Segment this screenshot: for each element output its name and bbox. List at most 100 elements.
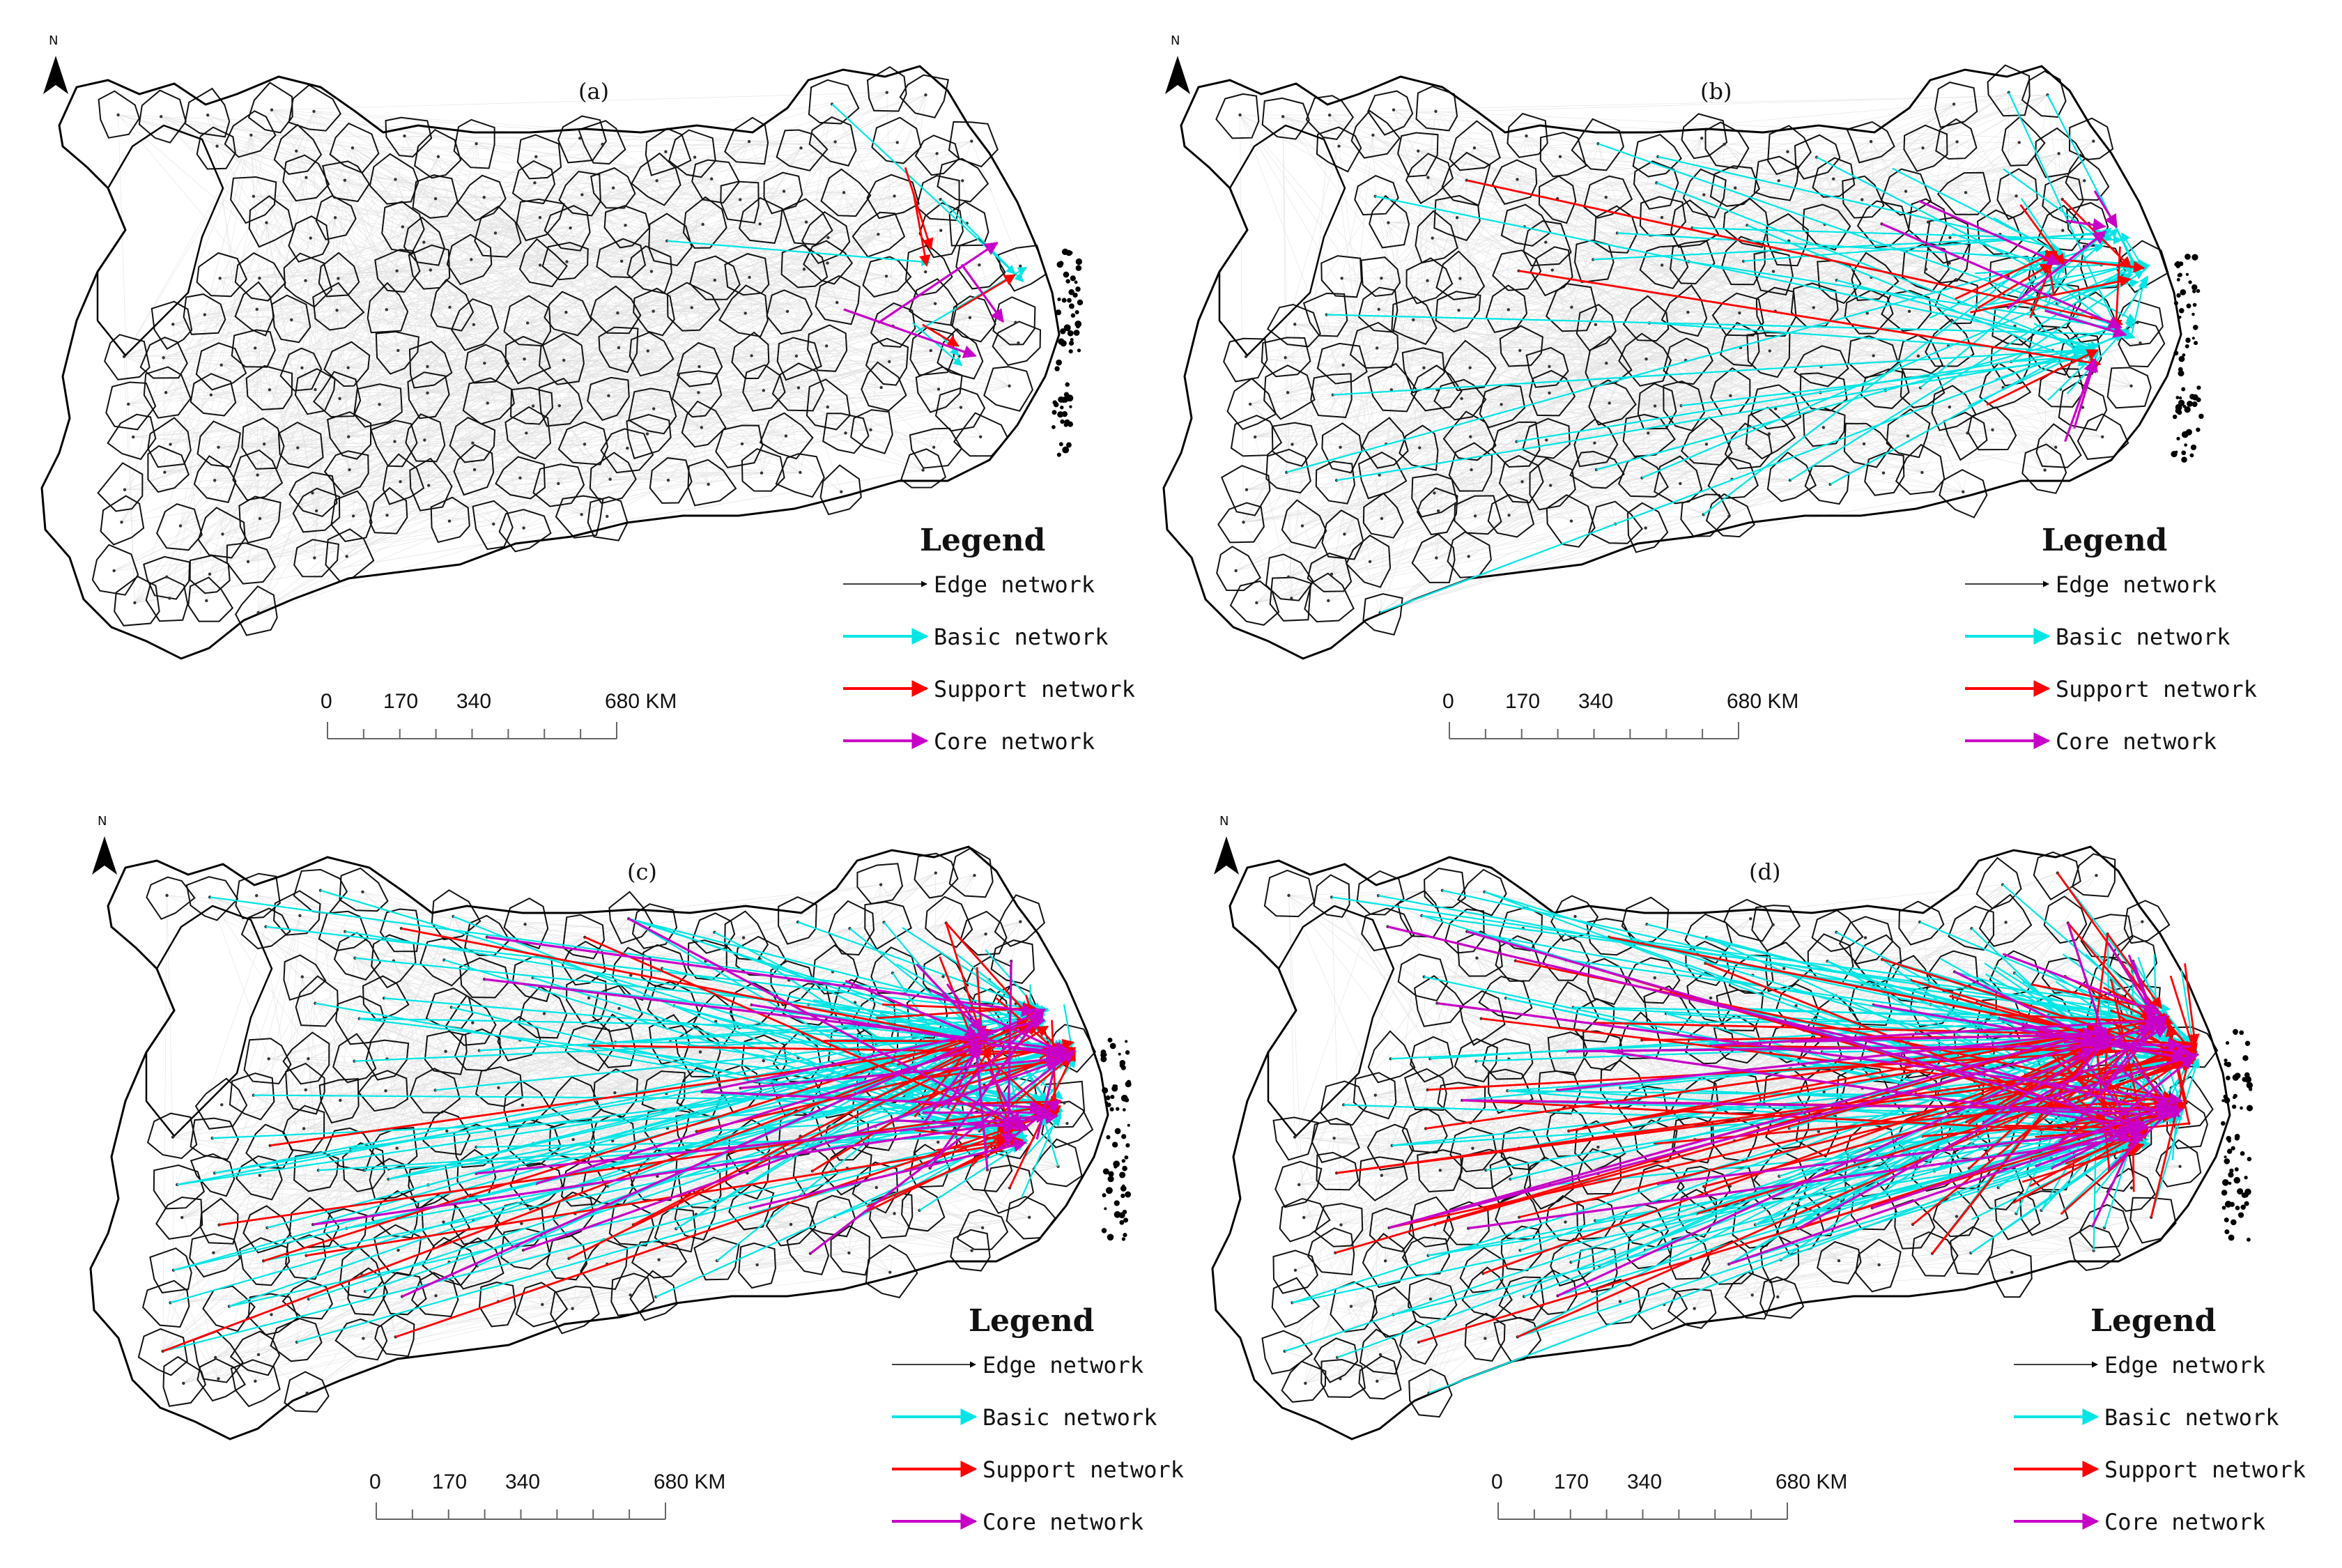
western-region-boundary [1268, 906, 1394, 1136]
scale-tick-340: 340 [505, 1470, 540, 1494]
scale-tick-0: 0 [369, 1470, 381, 1494]
legend-title: Legend [920, 523, 1045, 558]
legend-core-network: Core network [2056, 728, 2217, 755]
city-boundary [809, 80, 858, 124]
city-boundary [626, 415, 670, 459]
legend-support-network: Support network [983, 1456, 1184, 1483]
scale-bar [376, 1502, 665, 1519]
city-boundary [500, 509, 551, 551]
city-boundary [98, 463, 143, 511]
scale-tick-680: 680 KM [1727, 690, 1798, 714]
city-boundary [1218, 503, 1264, 543]
legend-support-network: Support network [2056, 676, 2257, 702]
city-boundary [1369, 1031, 1415, 1083]
legend-core-network: Core network [2104, 1509, 2265, 1535]
city-boundary [154, 1165, 204, 1208]
legend-edge-network: Edge network [934, 571, 1095, 598]
panel-label: (d) [1749, 859, 1780, 885]
legend-title: Legend [969, 1303, 1094, 1339]
scale-bar [1449, 722, 1739, 739]
scale-tick-340: 340 [456, 690, 491, 714]
north-label: N [49, 33, 58, 48]
city-boundary [721, 182, 758, 223]
city-boundary [993, 297, 1035, 344]
north-arrow-icon [1165, 56, 1190, 94]
city-boundary [1263, 98, 1309, 139]
city-boundary [1282, 1362, 1326, 1402]
city-boundary [143, 1281, 189, 1327]
map-d [1199, 808, 2327, 1568]
map-panel-c: N (c) Legend Edge network Basic network … [77, 808, 1205, 1568]
city-boundary [146, 877, 194, 919]
city-boundary [1950, 1227, 1994, 1275]
north-label: N [1171, 33, 1180, 48]
city-boundary [1913, 1232, 1958, 1276]
legend-arrows [843, 584, 927, 741]
legend-support-network: Support network [934, 676, 1135, 702]
city-boundary [821, 466, 861, 515]
scale-tick-680: 680 KM [654, 1470, 725, 1494]
city-boundary [1274, 1250, 1318, 1293]
city-boundary [984, 367, 1033, 411]
legend-support-network: Support network [2104, 1456, 2306, 1483]
scale-tick-0: 0 [321, 690, 332, 714]
map-c [77, 808, 1205, 1568]
legend-basic-network: Basic network [2056, 624, 2230, 650]
scale-tick-0: 0 [1442, 690, 1454, 714]
city-boundary [1755, 157, 1798, 201]
scale-tick-170: 170 [383, 690, 418, 714]
city-boundary [2108, 368, 2151, 408]
city-boundary [1217, 546, 1261, 590]
map-b [1150, 28, 2279, 787]
map-panel-a: N (a) Legend Edge network Basic network … [28, 28, 1157, 787]
scale-tick-680: 680 KM [1775, 1470, 1847, 1494]
city-boundary [157, 504, 202, 550]
legend-title: Legend [2042, 523, 2167, 558]
basic-network-flows [1285, 873, 2198, 1393]
city-boundary [1355, 176, 1398, 215]
north-label: N [98, 814, 107, 829]
city-boundary [872, 118, 920, 164]
city-boundary [2070, 118, 2113, 160]
city-boundary [868, 67, 907, 111]
city-boundary [236, 586, 277, 635]
map-panel-b: N (b) Legend Edge network Basic network … [1150, 28, 2279, 787]
panel-label: (c) [627, 859, 657, 885]
city-boundary [1224, 339, 1267, 382]
north-label: N [1219, 814, 1228, 829]
north-arrow-icon [1214, 836, 1239, 875]
legend-arrows [892, 1365, 976, 1521]
city-boundary [954, 413, 1008, 456]
city-boundary [1424, 868, 1465, 907]
legend-basic-network: Basic network [934, 624, 1108, 650]
city-boundary [1682, 114, 1727, 158]
legend-arrows [2014, 1365, 2097, 1521]
city-boundary [1812, 910, 1863, 951]
city-boundary [937, 329, 983, 379]
city-boundary [1935, 82, 1977, 128]
city-boundary [333, 1034, 376, 1083]
city-boundary [810, 1196, 855, 1237]
city-boundary [203, 1286, 254, 1332]
panel-label: (a) [578, 78, 609, 105]
edge-network-lines [114, 93, 1021, 613]
scale-tick-170: 170 [1505, 690, 1540, 714]
coastal-islands [1051, 249, 1083, 457]
coastal-islands [2221, 1029, 2253, 1242]
legend-core-network: Core network [983, 1509, 1143, 1535]
legend-edge-network: Edge network [983, 1352, 1143, 1378]
city-boundary [1639, 1283, 1687, 1329]
legend-title: Legend [2090, 1303, 2216, 1339]
scale-tick-340: 340 [1578, 690, 1613, 714]
scale-bar [328, 722, 617, 739]
city-boundary [106, 383, 155, 430]
scale-tick-0: 0 [1491, 1470, 1503, 1494]
scale-tick-170: 170 [1554, 1470, 1589, 1494]
city-boundary [1007, 1197, 1056, 1238]
city-boundary [1977, 858, 2021, 909]
city-boundary [108, 415, 156, 459]
coastal-islands [2171, 254, 2203, 463]
city-boundary [288, 216, 328, 261]
legend-basic-network: Basic network [2104, 1404, 2279, 1431]
map-a [28, 28, 1157, 787]
